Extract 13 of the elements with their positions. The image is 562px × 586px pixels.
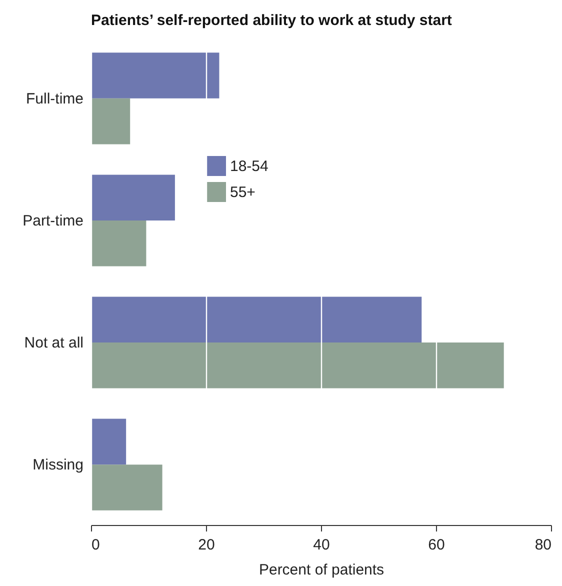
x-tick-label: 80 (534, 536, 552, 554)
x-axis-title: Percent of patients (258, 562, 384, 578)
x-tick-label: 60 (428, 536, 445, 554)
x-tick-label: 0 (92, 536, 100, 554)
y-tick-label: Not at all (24, 334, 84, 352)
legend-label: 55+ (230, 184, 256, 201)
y-tick-label: Part-time (22, 212, 84, 230)
legend-label: 18-54 (230, 158, 268, 175)
x-tick-label: 20 (198, 536, 215, 554)
chart-title: Patients’ self-reported ability to work at study start (91, 12, 452, 29)
y-tick-label: Full-time (26, 90, 84, 108)
x-tick-label: 40 (313, 536, 330, 554)
y-tick-label: Missing (32, 456, 84, 474)
